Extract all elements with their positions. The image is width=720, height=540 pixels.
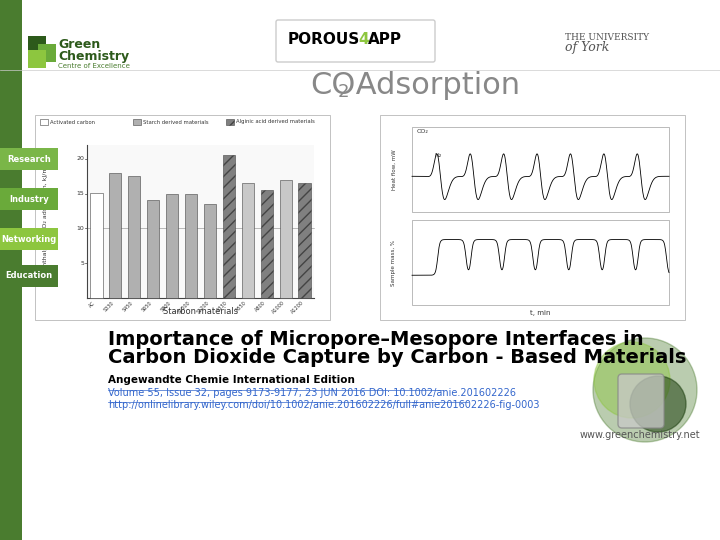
Text: Heat flow, mW: Heat flow, mW xyxy=(392,149,397,190)
Bar xyxy=(87,145,314,298)
Bar xyxy=(226,119,234,125)
Text: S450: S450 xyxy=(122,300,135,312)
Text: A550: A550 xyxy=(235,300,248,313)
Bar xyxy=(90,193,102,298)
Bar xyxy=(109,173,122,298)
Bar xyxy=(133,119,141,125)
Text: Angewandte Chemie International Edition: Angewandte Chemie International Edition xyxy=(108,375,355,385)
Text: S330: S330 xyxy=(103,300,115,312)
Bar xyxy=(412,127,669,212)
Text: 4: 4 xyxy=(358,32,369,48)
Text: A800: A800 xyxy=(254,300,266,313)
Text: Chemistry: Chemistry xyxy=(58,50,129,63)
Text: 20: 20 xyxy=(76,157,84,161)
Text: A330: A330 xyxy=(216,300,229,313)
Bar xyxy=(35,115,330,320)
Bar xyxy=(298,183,310,298)
Bar xyxy=(0,148,58,170)
Circle shape xyxy=(630,376,686,432)
Bar xyxy=(222,156,235,298)
Text: Green: Green xyxy=(58,38,100,51)
Text: Carbon Dioxide Capture by Carbon - Based Materials: Carbon Dioxide Capture by Carbon - Based… xyxy=(108,348,686,367)
Text: Activated carbon: Activated carbon xyxy=(50,119,95,125)
Text: - Enthalpy of CO₂ adsorption, kJ/mol: - Enthalpy of CO₂ adsorption, kJ/mol xyxy=(42,161,48,274)
FancyBboxPatch shape xyxy=(618,374,664,428)
Bar xyxy=(128,176,140,298)
Text: Networking: Networking xyxy=(1,234,57,244)
Text: Alginic acid derived materials: Alginic acid derived materials xyxy=(236,119,315,125)
Text: APP: APP xyxy=(368,32,402,48)
Bar xyxy=(0,0,720,70)
Text: Importance of Micropore–Mesopore Interfaces in: Importance of Micropore–Mesopore Interfa… xyxy=(108,330,644,349)
Bar xyxy=(40,119,48,125)
Text: 10: 10 xyxy=(76,226,84,231)
Text: 2: 2 xyxy=(338,83,349,101)
Text: Sample mass, %: Sample mass, % xyxy=(392,240,397,286)
Bar xyxy=(28,36,46,54)
Bar xyxy=(204,204,216,298)
Bar xyxy=(185,194,197,298)
Bar xyxy=(380,115,685,320)
Bar xyxy=(412,220,669,305)
Text: THE UNIVERSITY: THE UNIVERSITY xyxy=(565,32,649,42)
Text: S1000: S1000 xyxy=(176,300,191,315)
Bar xyxy=(166,194,179,298)
Text: A1000: A1000 xyxy=(271,300,286,315)
Bar xyxy=(0,265,58,287)
Bar xyxy=(242,183,254,298)
Text: Industry: Industry xyxy=(9,194,49,204)
Text: Education: Education xyxy=(6,272,53,280)
Bar xyxy=(0,188,58,210)
Text: Starbon materials: Starbon materials xyxy=(163,307,238,315)
Bar xyxy=(0,228,58,250)
Text: t, min: t, min xyxy=(530,310,551,316)
Text: S800: S800 xyxy=(160,300,172,312)
Text: Starch derived materials: Starch derived materials xyxy=(143,119,209,125)
Text: of York: of York xyxy=(565,40,609,53)
Circle shape xyxy=(593,338,697,442)
Text: http://onlinelibrary.wiley.com/doi/10.1002/anie.201602226/full#anie201602226-fig: http://onlinelibrary.wiley.com/doi/10.10… xyxy=(108,400,539,410)
Text: Research: Research xyxy=(7,154,51,164)
Text: A1200: A1200 xyxy=(289,300,305,315)
Text: CO: CO xyxy=(310,71,356,99)
Bar xyxy=(147,200,159,298)
Text: S650: S650 xyxy=(141,300,153,312)
FancyBboxPatch shape xyxy=(276,20,435,62)
Text: Volume 55, Issue 32, pages 9173-9177, 23 JUN 2016 DOI: 10.1002/anie.201602226: Volume 55, Issue 32, pages 9173-9177, 23… xyxy=(108,388,516,398)
Text: 15: 15 xyxy=(76,191,84,196)
Text: N₂: N₂ xyxy=(434,153,441,158)
Text: www.greenchemistry.net: www.greenchemistry.net xyxy=(580,430,700,440)
Text: Adsorption: Adsorption xyxy=(346,71,520,99)
Text: POROUS: POROUS xyxy=(288,32,360,48)
Bar xyxy=(0,0,22,540)
Text: 5: 5 xyxy=(80,261,84,266)
Bar xyxy=(279,180,292,298)
Bar xyxy=(28,50,46,68)
Text: AC: AC xyxy=(89,300,96,308)
Text: Centre of Excellence: Centre of Excellence xyxy=(58,63,130,69)
Text: S1200: S1200 xyxy=(195,300,210,315)
Bar xyxy=(38,44,56,62)
Bar xyxy=(261,190,273,298)
Text: CO₂: CO₂ xyxy=(417,129,429,134)
Circle shape xyxy=(594,342,670,418)
